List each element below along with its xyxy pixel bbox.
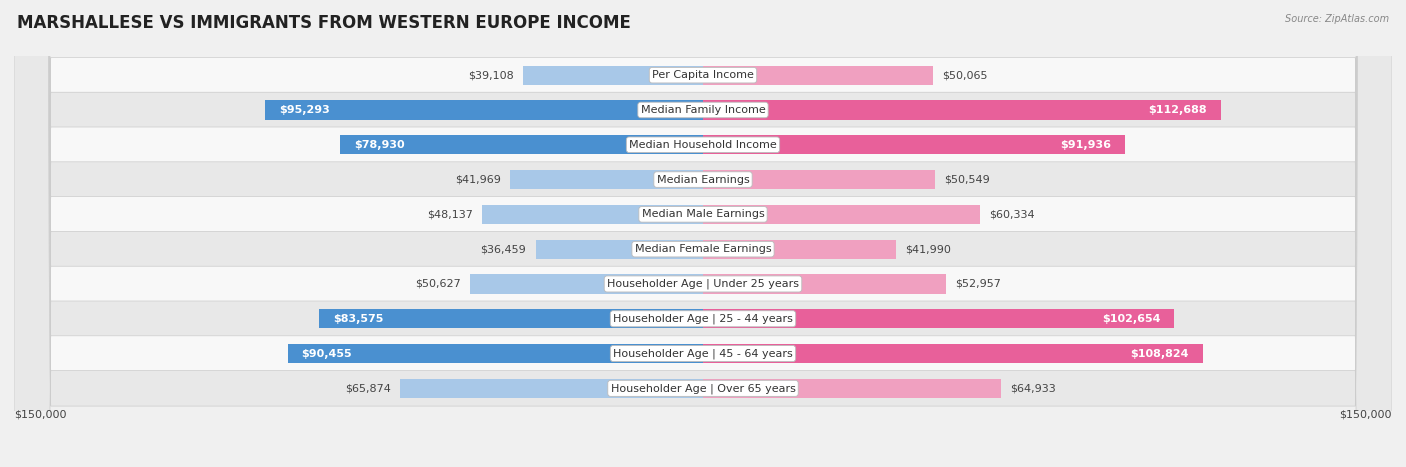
Bar xyxy=(703,379,1001,398)
Text: $41,990: $41,990 xyxy=(905,244,950,254)
Bar xyxy=(703,275,946,294)
Text: Median Family Income: Median Family Income xyxy=(641,105,765,115)
Text: $60,334: $60,334 xyxy=(990,209,1035,219)
Text: Householder Age | Over 65 years: Householder Age | Over 65 years xyxy=(610,383,796,394)
Bar xyxy=(510,170,703,189)
Bar xyxy=(471,275,703,294)
Text: $90,455: $90,455 xyxy=(301,348,352,359)
Text: $36,459: $36,459 xyxy=(481,244,526,254)
Text: Householder Age | Under 25 years: Householder Age | Under 25 years xyxy=(607,279,799,289)
Text: $48,137: $48,137 xyxy=(427,209,472,219)
Text: Source: ZipAtlas.com: Source: ZipAtlas.com xyxy=(1285,14,1389,24)
Text: $91,936: $91,936 xyxy=(1060,140,1112,150)
Bar xyxy=(401,379,703,398)
Text: Householder Age | 45 - 64 years: Householder Age | 45 - 64 years xyxy=(613,348,793,359)
Text: MARSHALLESE VS IMMIGRANTS FROM WESTERN EUROPE INCOME: MARSHALLESE VS IMMIGRANTS FROM WESTERN E… xyxy=(17,14,631,32)
Text: $41,969: $41,969 xyxy=(456,175,501,184)
FancyBboxPatch shape xyxy=(14,0,1392,467)
Bar xyxy=(703,135,1125,154)
Text: $78,930: $78,930 xyxy=(354,140,405,150)
FancyBboxPatch shape xyxy=(14,0,1392,467)
Bar xyxy=(703,205,980,224)
Text: Per Capita Income: Per Capita Income xyxy=(652,70,754,80)
Bar xyxy=(536,240,703,259)
Text: $50,627: $50,627 xyxy=(416,279,461,289)
Text: Median Household Income: Median Household Income xyxy=(628,140,778,150)
FancyBboxPatch shape xyxy=(14,0,1392,467)
Bar xyxy=(340,135,703,154)
Bar xyxy=(288,344,703,363)
Text: $108,824: $108,824 xyxy=(1130,348,1189,359)
Bar xyxy=(703,170,935,189)
Bar xyxy=(523,65,703,85)
Text: $65,874: $65,874 xyxy=(346,383,391,393)
Bar xyxy=(482,205,703,224)
FancyBboxPatch shape xyxy=(14,0,1392,467)
FancyBboxPatch shape xyxy=(14,0,1392,467)
Text: $150,000: $150,000 xyxy=(1340,410,1392,420)
Bar xyxy=(266,100,703,120)
Text: $102,654: $102,654 xyxy=(1102,314,1161,324)
Text: $95,293: $95,293 xyxy=(280,105,330,115)
Text: $39,108: $39,108 xyxy=(468,70,515,80)
Text: $50,065: $50,065 xyxy=(942,70,987,80)
Text: Median Female Earnings: Median Female Earnings xyxy=(634,244,772,254)
Bar xyxy=(703,240,896,259)
Text: $50,549: $50,549 xyxy=(945,175,990,184)
Text: $64,933: $64,933 xyxy=(1011,383,1056,393)
FancyBboxPatch shape xyxy=(14,0,1392,467)
Text: Median Male Earnings: Median Male Earnings xyxy=(641,209,765,219)
FancyBboxPatch shape xyxy=(14,0,1392,467)
Bar xyxy=(703,65,934,85)
FancyBboxPatch shape xyxy=(14,0,1392,467)
Bar xyxy=(319,309,703,328)
Text: Median Earnings: Median Earnings xyxy=(657,175,749,184)
Text: $52,957: $52,957 xyxy=(956,279,1001,289)
Bar xyxy=(703,100,1220,120)
FancyBboxPatch shape xyxy=(14,0,1392,467)
Legend: Marshallese, Immigrants from Western Europe: Marshallese, Immigrants from Western Eur… xyxy=(546,464,860,467)
Bar xyxy=(703,344,1202,363)
Text: $112,688: $112,688 xyxy=(1149,105,1206,115)
Bar xyxy=(703,309,1174,328)
FancyBboxPatch shape xyxy=(14,0,1392,467)
Text: Householder Age | 25 - 44 years: Householder Age | 25 - 44 years xyxy=(613,313,793,324)
Text: $83,575: $83,575 xyxy=(333,314,384,324)
Text: $150,000: $150,000 xyxy=(14,410,66,420)
